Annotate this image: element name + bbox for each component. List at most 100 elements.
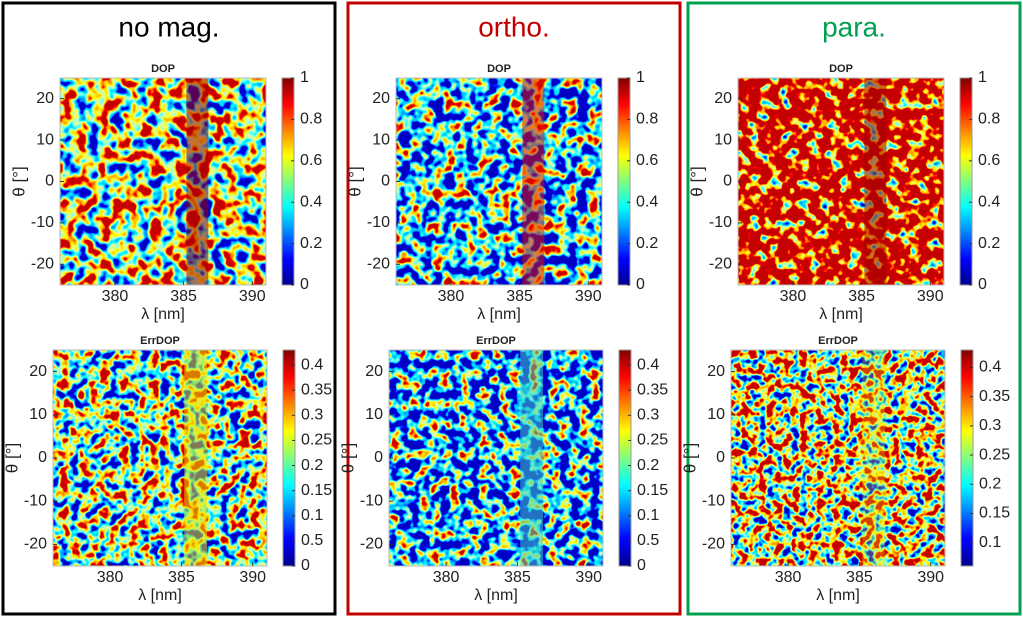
heatmap: [731, 350, 945, 566]
y-tick-label: 0: [374, 449, 383, 466]
colorbar-tick-label: 0.2: [301, 457, 323, 474]
x-tick-label: 380: [780, 288, 807, 305]
y-tick-label: 20: [365, 363, 383, 380]
colorbar-tick-label: 0: [978, 276, 987, 293]
colorbar-tick-label: 0.3: [301, 407, 323, 424]
x-tick-label: 390: [575, 569, 602, 586]
panel-title: ortho.: [478, 11, 550, 42]
colorbar-tick-label: 0.2: [636, 235, 658, 252]
x-axis-label: λ [nm]: [141, 306, 185, 323]
y-tick-label: -20: [31, 256, 54, 273]
colorbar-tick-label: 0.5: [301, 532, 323, 549]
colorbar: [282, 349, 296, 567]
plot-title: DOP: [829, 63, 853, 75]
y-tick-label: -20: [367, 256, 390, 273]
y-tick-label: 0: [381, 173, 390, 190]
y-axis-label: θ [°]: [2, 443, 21, 473]
panel-title: no mag.: [118, 11, 219, 42]
plot-title: ErrDOP: [140, 335, 180, 347]
x-tick-label: 385: [168, 569, 195, 586]
colorbar-tick-label: 0.6: [300, 152, 322, 169]
x-tick-label: 380: [775, 569, 802, 586]
plot-title: ErrDOP: [818, 335, 858, 347]
heatmap: [60, 78, 266, 285]
y-tick-label: -20: [702, 536, 725, 553]
x-axis-label: λ [nm]: [138, 587, 182, 604]
colorbar-tick-label: 1: [636, 69, 645, 86]
colorbar-tick-label: 0.5: [637, 532, 659, 549]
colorbar-tick-label: 0.35: [301, 381, 332, 398]
y-tick-label: 20: [714, 90, 732, 107]
resonance-band: [862, 350, 886, 566]
colorbar: [617, 77, 631, 286]
resonance-band: [184, 350, 208, 566]
y-tick-label: 10: [36, 131, 54, 148]
colorbar-tick-label: 0.2: [978, 235, 1000, 252]
x-tick-label: 380: [433, 569, 460, 586]
colorbar-tick-label: 0.2: [300, 235, 322, 252]
colorbar: [618, 349, 632, 567]
x-tick-label: 390: [239, 288, 266, 305]
x-tick-label: 380: [102, 288, 129, 305]
plot-title: ErrDOP: [476, 335, 516, 347]
colorbar-tick-label: 0.4: [979, 359, 1001, 376]
y-tick-label: 20: [372, 90, 390, 107]
colorbar-tick-label: 0.35: [637, 381, 668, 398]
colorbar-tick-label: 0.1: [637, 507, 659, 524]
colorbar-tick-label: 0.6: [978, 152, 1000, 169]
colorbar-tick-label: 0.8: [636, 111, 658, 128]
y-tick-label: 20: [36, 90, 54, 107]
colorbar-tick-label: 0.8: [300, 111, 322, 128]
heatmap: [389, 350, 603, 566]
x-tick-label: 390: [917, 569, 944, 586]
x-tick-label: 390: [239, 569, 266, 586]
colorbar-tick-label: 0.2: [637, 457, 659, 474]
x-axis-label: λ [nm]: [477, 306, 521, 323]
x-tick-label: 385: [504, 569, 531, 586]
colorbar-tick-label: 0.1: [301, 507, 323, 524]
x-tick-label: 385: [506, 288, 533, 305]
y-tick-label: -20: [709, 256, 732, 273]
x-tick-label: 380: [97, 569, 124, 586]
panel-frame: [686, 1, 1022, 616]
y-tick-label: -10: [31, 214, 54, 231]
y-tick-label: 10: [372, 131, 390, 148]
resonance-band: [864, 78, 887, 285]
y-tick-label: 0: [45, 173, 54, 190]
panel-frame: [346, 1, 682, 616]
colorbar-tick-label: 0.4: [301, 356, 323, 373]
y-tick-label: -10: [360, 492, 383, 509]
colorbar-tick-label: 0: [300, 276, 309, 293]
colorbar-tick-label: 1: [978, 69, 987, 86]
x-tick-label: 385: [170, 288, 197, 305]
y-tick-label: -20: [24, 536, 47, 553]
y-tick-label: 10: [29, 406, 47, 423]
heatmap: [53, 350, 267, 566]
colorbar-tick-label: 0.4: [978, 193, 1000, 210]
colorbar-tick-label: 0.4: [637, 356, 659, 373]
colorbar-tick-label: 0.25: [979, 446, 1010, 463]
y-tick-label: -10: [702, 492, 725, 509]
y-axis-label: θ [°]: [338, 443, 357, 473]
plot-title: DOP: [487, 63, 511, 75]
y-axis-label: θ [°]: [345, 166, 364, 196]
resonance-band: [186, 78, 209, 285]
x-axis-label: λ [nm]: [816, 587, 860, 604]
x-axis-label: λ [nm]: [819, 306, 863, 323]
y-tick-label: -10: [367, 214, 390, 231]
colorbar-tick-label: 0.25: [301, 432, 332, 449]
y-tick-label: 10: [707, 406, 725, 423]
colorbar-tick-label: 0.35: [979, 388, 1010, 405]
colorbar-tick-label: 0: [637, 557, 646, 574]
colorbar: [960, 349, 974, 567]
colorbar: [959, 77, 973, 286]
y-tick-label: -10: [709, 214, 732, 231]
x-tick-label: 390: [917, 288, 944, 305]
colorbar-tick-label: 0.6: [636, 152, 658, 169]
panel-title: para.: [822, 11, 886, 42]
y-tick-label: 10: [365, 406, 383, 423]
colorbar-tick-label: 0.15: [301, 482, 332, 499]
x-axis-label: λ [nm]: [474, 587, 518, 604]
